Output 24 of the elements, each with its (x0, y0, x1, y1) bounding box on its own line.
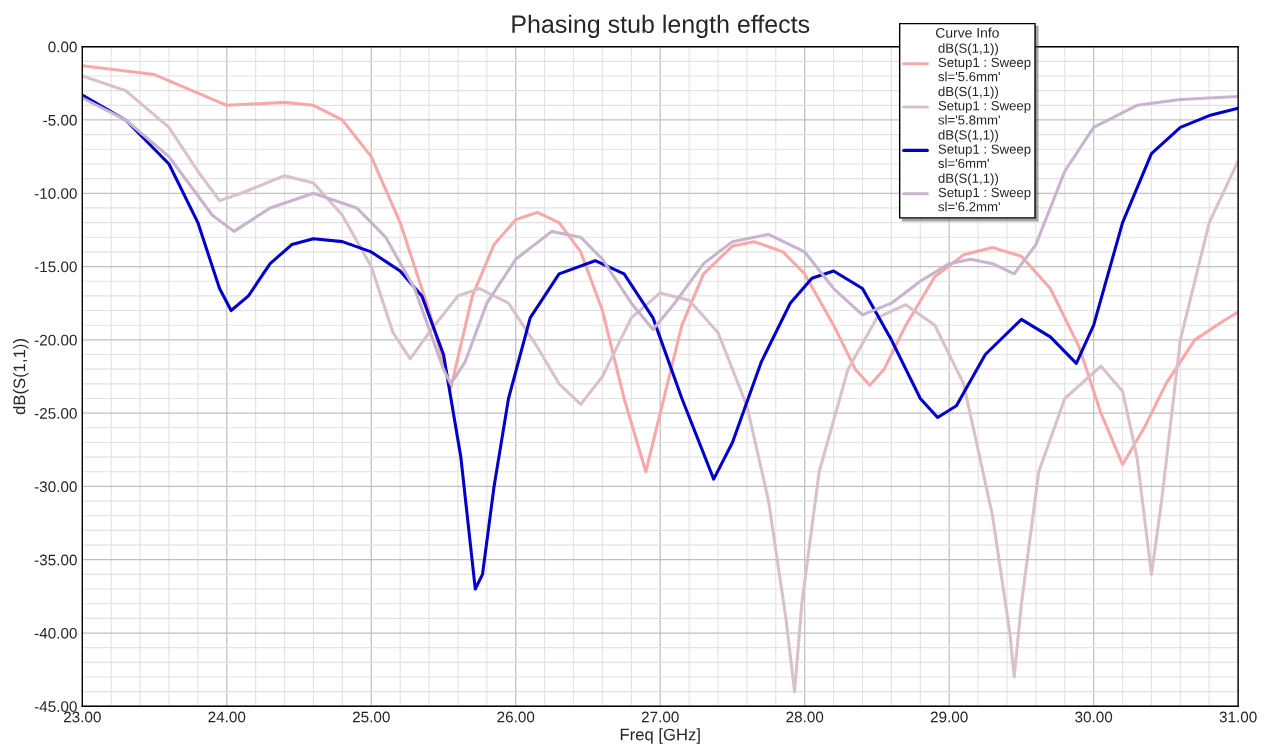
x-tick-label: 31.00 (1219, 711, 1257, 723)
y-tick-label: -10.00 (34, 188, 77, 199)
y-tick-label: -30.00 (34, 481, 77, 493)
y-tick-label: -35.00 (34, 554, 77, 566)
x-axis-title: Freq [GHz] (620, 728, 700, 744)
y-tick-label: -20.00 (34, 334, 77, 346)
y-axis-title: dB(S(1,1)) (13, 339, 29, 415)
x-tick-label: 26.00 (497, 711, 535, 723)
chart-title: Phasing stub length effects (512, 14, 810, 38)
x-tick-label: 27.00 (641, 711, 679, 723)
y-tick-label: -5.00 (43, 114, 77, 126)
y-tick-label: -15.00 (34, 261, 77, 273)
x-tick-label: 28.00 (786, 711, 824, 723)
x-tick-label: 23.00 (63, 711, 101, 723)
x-tick-label: 30.00 (1075, 711, 1113, 723)
y-tick-label: -25.00 (34, 408, 77, 419)
legend-label: dB(S(1,1)) Setup1 : Sweep sl='6.2mm' (938, 173, 1031, 212)
y-tick-label: 0.00 (48, 41, 77, 53)
legend-title: Curve Info (936, 27, 999, 38)
x-tick-label: 29.00 (930, 711, 968, 723)
y-tick-label: -40.00 (34, 627, 77, 639)
y-tick-label: -45.00 (34, 701, 77, 712)
x-tick-label: 25.00 (352, 711, 390, 723)
x-tick-label: 24.00 (208, 711, 246, 723)
